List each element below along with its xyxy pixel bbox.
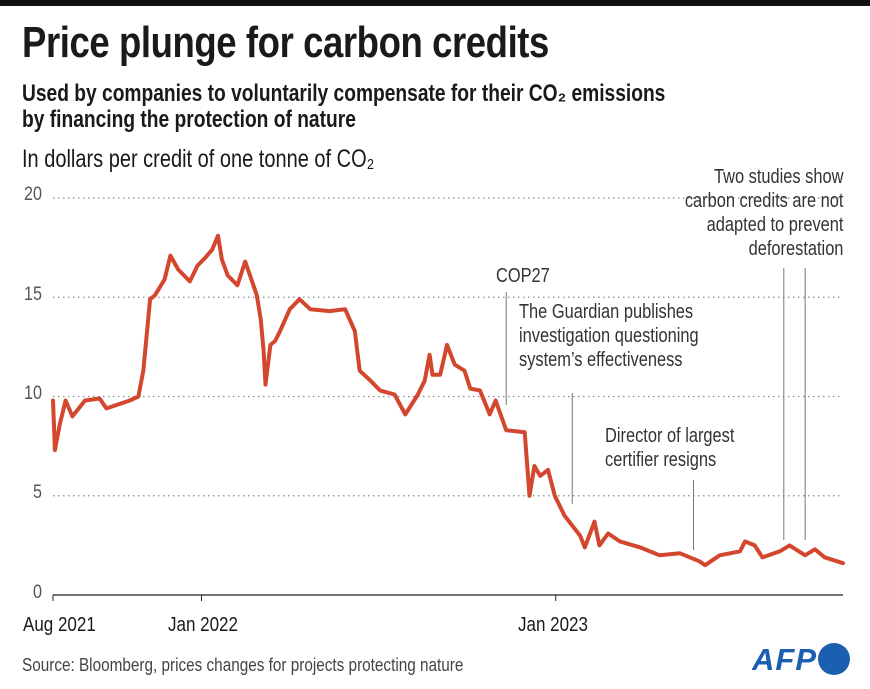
annotation-director: Director of largest certifier resigns: [605, 424, 734, 472]
y-tick-label: 15: [24, 284, 42, 305]
annotation-two-studies: Two studies show carbon credits are not …: [684, 165, 843, 261]
annotation-cop27: COP27: [496, 265, 550, 287]
annotation-line: Director of largest: [605, 425, 735, 447]
x-tick-label: Jan 2022: [168, 614, 238, 636]
y-tick-label: 20: [24, 184, 42, 205]
afp-logo: AFP: [752, 642, 850, 677]
chart-subtitle-line-2: by financing the protection of nature: [22, 106, 356, 133]
annotation-line: deforestation: [748, 238, 843, 260]
annotation-guardian: The Guardian publishes investigation que…: [519, 300, 699, 372]
chart-title: Price plunge for carbon credits: [22, 18, 549, 67]
annotation-line: investigation questioning: [519, 325, 699, 347]
source-note: Source: Bloomberg, prices changes for pr…: [22, 655, 464, 675]
y-tick-label: 5: [33, 482, 42, 503]
annotation-line: system’s effectiveness: [519, 349, 683, 371]
annotation-line: Two studies show: [713, 166, 843, 188]
annotation-line: carbon credits are not: [684, 190, 843, 212]
y-tick-label: 10: [24, 383, 42, 404]
top-bar: [0, 0, 870, 6]
annotation-line: The Guardian publishes: [519, 301, 694, 323]
chart-subtitle-line-1: Used by companies to voluntarily compens…: [22, 80, 666, 107]
annotation-line: adapted to prevent: [706, 214, 843, 236]
y-tick-label: 0: [33, 582, 42, 603]
x-tick-label: Aug 2021: [23, 614, 96, 636]
price-line: [51, 233, 845, 568]
x-tick-label: Jan 2023: [518, 614, 588, 636]
svg-text:AFP: AFP: [752, 642, 816, 677]
y-axis-unit: In dollars per credit of one tonne of CO…: [22, 145, 375, 173]
annotation-line: certifier resigns: [605, 449, 717, 471]
